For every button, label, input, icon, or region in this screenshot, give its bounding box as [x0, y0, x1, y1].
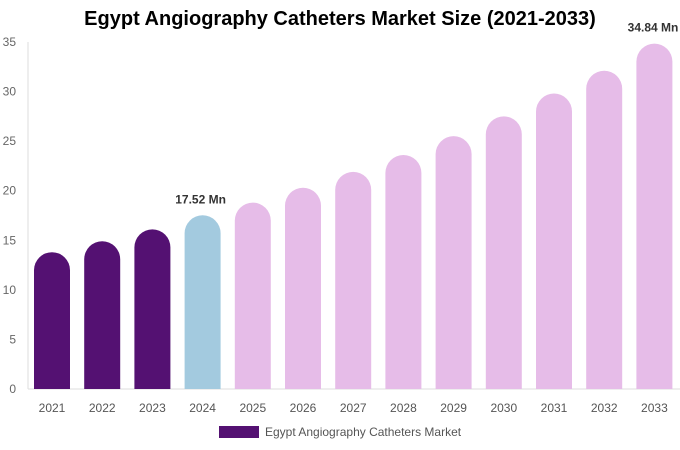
data-label: 17.52 Mn — [175, 192, 226, 206]
data-label: 34.84 Mn — [628, 21, 679, 35]
bar-2031 — [536, 93, 572, 389]
x-tick-label: 2029 — [440, 401, 467, 415]
legend-label: Egypt Angiography Catheters Market — [265, 425, 462, 439]
y-tick-label: 25 — [3, 134, 17, 148]
x-tick-label: 2026 — [290, 401, 317, 415]
x-tick-label: 2022 — [89, 401, 116, 415]
y-tick-label: 15 — [3, 233, 17, 247]
y-tick-label: 5 — [9, 332, 16, 346]
y-tick-label: 20 — [3, 184, 17, 198]
legend: Egypt Angiography Catheters Market — [219, 425, 461, 439]
x-tick-label: 2021 — [39, 401, 66, 415]
chart-title: Egypt Angiography Catheters Market Size … — [84, 8, 596, 30]
bar-2029 — [435, 136, 472, 389]
bar-2027 — [335, 171, 372, 389]
x-tick-label: 2032 — [591, 401, 618, 415]
x-tick-label: 2033 — [641, 401, 668, 415]
x-tick-label: 2024 — [189, 401, 216, 415]
y-tick-label: 35 — [3, 35, 17, 49]
y-tick-label: 30 — [3, 85, 17, 99]
bar-2033 — [636, 43, 673, 389]
x-tick-label: 2031 — [541, 401, 568, 415]
bar-2032 — [586, 70, 623, 389]
y-tick-label: 10 — [3, 283, 17, 297]
bar-2023 — [134, 229, 171, 389]
bar-2030 — [485, 116, 522, 389]
y-tick-label: 0 — [9, 382, 16, 396]
bar-2021 — [34, 252, 70, 389]
x-tick-label: 2025 — [239, 401, 266, 415]
bar-2024 — [184, 215, 221, 389]
legend-swatch — [219, 426, 259, 438]
x-tick-label: 2028 — [390, 401, 417, 415]
bar-2025 — [234, 202, 271, 389]
x-tick-label: 2027 — [340, 401, 367, 415]
bar-2022 — [84, 241, 121, 389]
x-tick-label: 2023 — [139, 401, 166, 415]
x-tick-label: 2030 — [490, 401, 517, 415]
bar-2028 — [385, 155, 422, 389]
bar-2026 — [285, 187, 321, 389]
